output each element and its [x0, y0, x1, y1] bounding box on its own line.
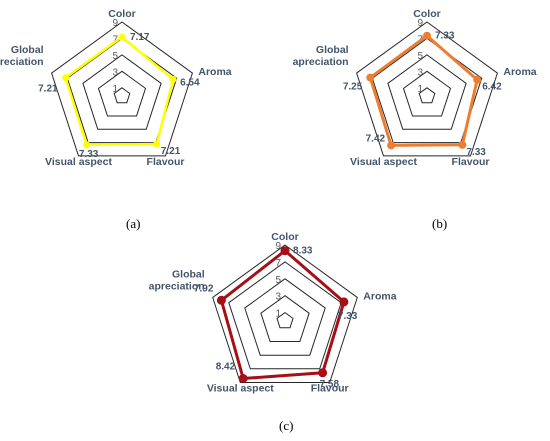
- value-label-aroma: 6.54: [180, 77, 200, 88]
- axis-label-flavour: Flavour: [147, 156, 185, 168]
- grid-ring-7: [66, 37, 178, 144]
- tick-label: 3: [275, 292, 281, 303]
- tick-label: 1: [417, 84, 423, 95]
- tick-label: 9: [417, 18, 423, 29]
- tick-label: 5: [112, 51, 118, 62]
- value-label-visual-aspect: 7.42: [366, 133, 386, 144]
- tick-label: 1: [275, 309, 281, 320]
- data-point-global-apreciation: [216, 295, 226, 305]
- data-point-color: [118, 33, 126, 41]
- radar-chart-b: 135797.336.427.337.427.25ColorAromaFlavo…: [293, 8, 537, 168]
- data-point-global-apreciation: [62, 74, 70, 82]
- grid-ring-3: [260, 295, 310, 342]
- grid-ring-1: [113, 87, 131, 104]
- grid-ring-3: [97, 70, 147, 117]
- grid-ring-1: [418, 87, 436, 104]
- data-point-aroma: [473, 75, 482, 84]
- axis-label-color: Color: [413, 8, 440, 20]
- value-label-global-apreciation: 7.21: [38, 84, 58, 95]
- grid-ring-7: [371, 37, 483, 144]
- value-label-global-apreciation: 7.25: [343, 82, 363, 93]
- value-label-aroma: 6.42: [482, 82, 502, 93]
- tick-label: 3: [417, 67, 423, 78]
- axis-label-aroma: Aroma: [198, 66, 231, 78]
- grid-ring-5: [387, 54, 467, 130]
- grid-ring-1: [276, 311, 294, 329]
- data-point-visual-aspect: [387, 141, 396, 150]
- grid-ring-5: [82, 54, 162, 130]
- radar-chart-c: 1 3 5 7 9 8.33 7.33 7.58 8.42 7.92 Color Aroma Flavo…: [149, 231, 397, 395]
- panel-caption-c: (c): [279, 418, 294, 433]
- axis-label-visual-aspect: Visual aspect: [350, 156, 417, 168]
- tick-label: 3: [112, 67, 118, 78]
- series-line: [368, 34, 479, 147]
- value-label-flavour: 7.33: [466, 147, 486, 158]
- radar-chart-a: 1 3 5 7 9 7.17 6.54 7.21 7.33 7.21 Color Aroma Flavo…: [0, 8, 232, 168]
- grid-ring-9: [356, 21, 498, 157]
- grid-ring-5: [244, 278, 326, 356]
- axis-label-aroma: Aroma: [503, 66, 536, 78]
- value-label-color: 8.33: [293, 246, 313, 257]
- axis-label-color: Color: [108, 8, 135, 20]
- axis-label-color: Color: [271, 231, 298, 243]
- value-label-flavour: 7.21: [161, 146, 181, 157]
- tick-label: 9: [112, 18, 118, 29]
- value-label-color: 7.33: [435, 31, 455, 42]
- data-point-color: [423, 31, 431, 40]
- panel-caption-b: (b): [432, 216, 448, 231]
- data-point-global-apreciation: [366, 73, 375, 82]
- value-label-color: 7.17: [130, 32, 150, 43]
- data-point-color: [280, 246, 290, 256]
- series-line: [64, 35, 175, 147]
- data-point-visual-aspect: [238, 374, 248, 383]
- value-label-visual-aspect: 7.33: [79, 149, 99, 160]
- data-point-flavour: [153, 140, 161, 148]
- axis-label-visual-aspect: Visual aspect: [45, 156, 112, 168]
- tick-label: 9: [275, 241, 281, 252]
- data-point-aroma: [169, 75, 177, 83]
- axis-label-flavour: Flavour: [452, 156, 490, 168]
- data-point-aroma: [339, 297, 349, 307]
- grid-ring-9: [51, 21, 193, 157]
- axis-label-flavour: Flavour: [311, 383, 349, 395]
- value-label-visual-aspect: 8.42: [216, 362, 236, 373]
- tick-label: 7: [275, 258, 281, 269]
- axis-label-visual-aspect: Visual aspect: [207, 383, 274, 395]
- data-point-flavour: [458, 140, 467, 149]
- value-label-flavour: 7.58: [320, 379, 340, 390]
- grid-ring-9: [212, 244, 358, 383]
- tick-label: 5: [417, 51, 423, 62]
- value-label-aroma: 7.33: [338, 311, 358, 322]
- grid-ring-7: [228, 261, 342, 370]
- grid-ring-3: [402, 70, 452, 117]
- data-point-flavour: [318, 368, 328, 378]
- tick-label: 7: [112, 34, 118, 45]
- panel-caption-a: (a): [126, 216, 141, 231]
- tick-label: 1: [112, 84, 118, 95]
- tick-label: 5: [275, 275, 281, 286]
- value-label-global-apreciation: 7.92: [194, 283, 214, 294]
- series-line: [219, 249, 346, 380]
- data-point-visual-aspect: [83, 141, 91, 149]
- axis-label-aroma: Aroma: [363, 291, 396, 303]
